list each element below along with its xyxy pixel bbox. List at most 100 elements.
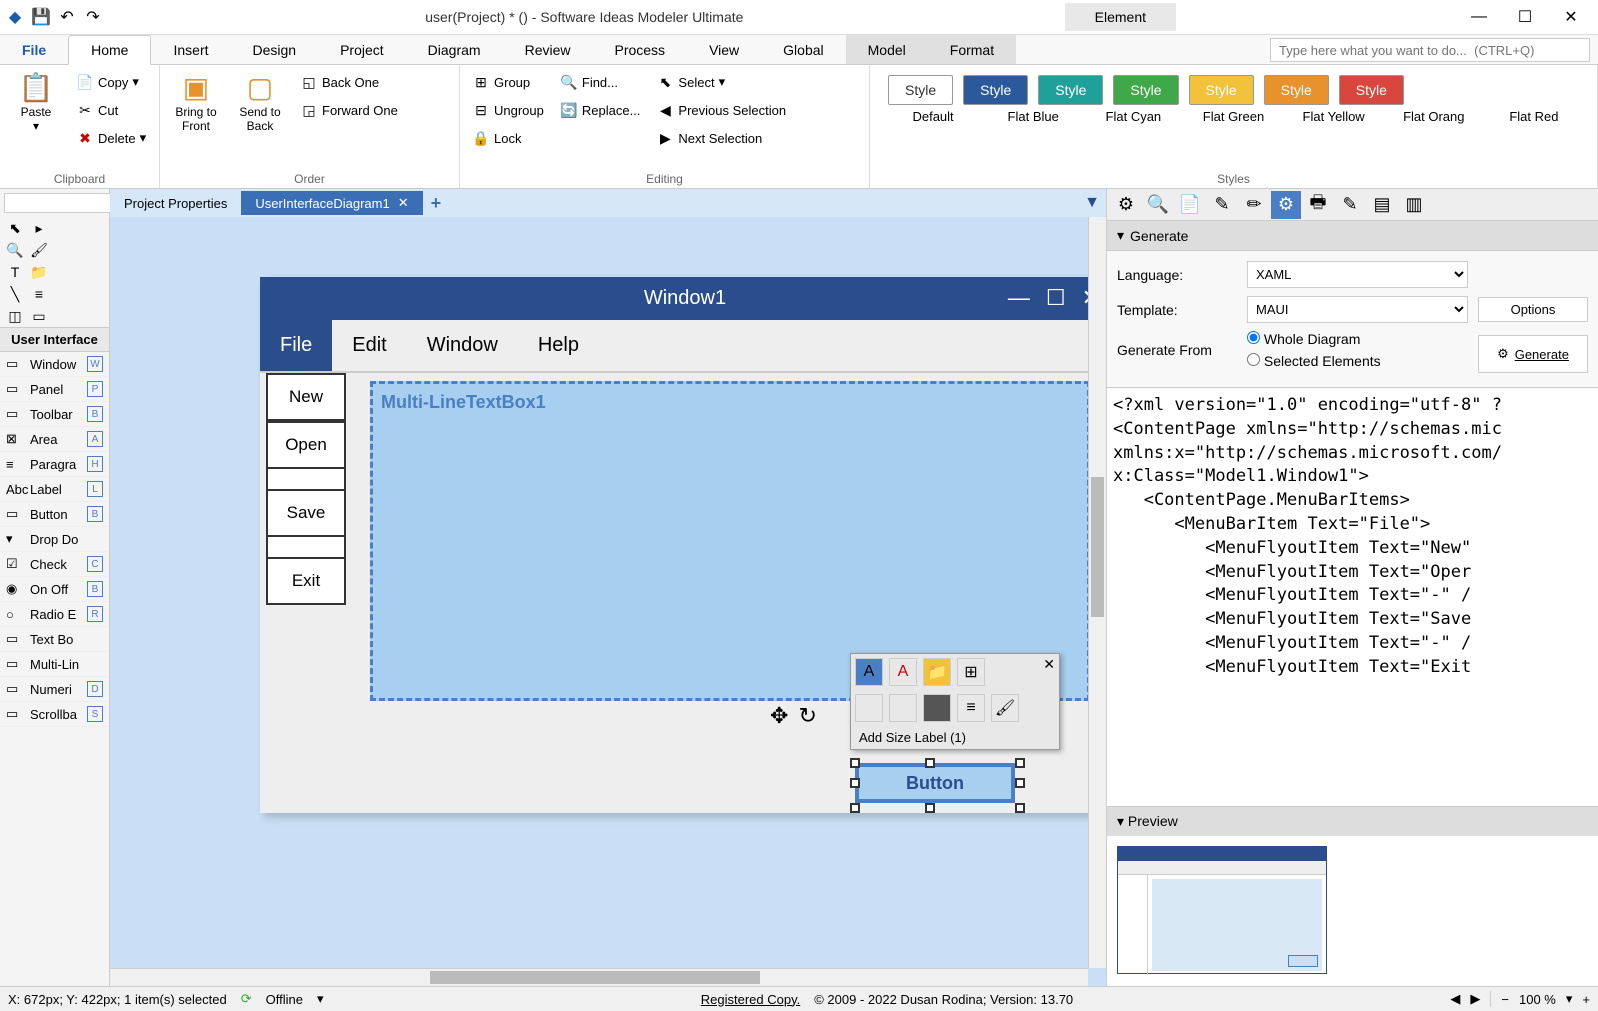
- vscroll-thumb[interactable]: [1091, 477, 1104, 617]
- context-tab-element[interactable]: Element: [1065, 3, 1176, 31]
- triangle-icon[interactable]: ▸: [30, 219, 48, 237]
- tab-design[interactable]: Design: [231, 35, 319, 64]
- rp-tool-7[interactable]: 🖶: [1303, 191, 1333, 219]
- copy-button[interactable]: 📄Copy▾: [72, 69, 150, 95]
- float-tool-9[interactable]: 🖌: [991, 694, 1019, 722]
- tab-format[interactable]: Format: [928, 35, 1016, 64]
- status-registered[interactable]: Registered Copy.: [701, 992, 800, 1007]
- float-tool-4[interactable]: ⊞: [957, 658, 985, 686]
- toolbox-item-radio e[interactable]: ○Radio ER: [0, 602, 109, 627]
- text-icon[interactable]: T: [6, 263, 24, 281]
- resize-handle[interactable]: [850, 803, 860, 813]
- bring-front-button[interactable]: ▣Bring to Front: [168, 69, 224, 133]
- rp-tool-3[interactable]: 📄: [1175, 191, 1205, 219]
- float-close-icon[interactable]: ✕: [1043, 656, 1055, 673]
- float-tool-6[interactable]: [889, 694, 917, 722]
- tab-project[interactable]: Project: [318, 35, 406, 64]
- zoom-icon[interactable]: 🔍: [6, 241, 24, 259]
- maximize-icon[interactable]: ☐: [1502, 2, 1548, 32]
- ungroup-button[interactable]: ⊟Ungroup: [468, 97, 548, 123]
- tab-diagram-active[interactable]: UserInterfaceDiagram1✕: [241, 191, 422, 215]
- collapse-icon[interactable]: ▾: [1117, 813, 1128, 829]
- template-select[interactable]: MAUI: [1247, 296, 1468, 323]
- cut-button[interactable]: ✂Cut: [72, 97, 150, 123]
- style-swatch-flat-orang[interactable]: Style: [1264, 75, 1329, 105]
- move-handle-icons[interactable]: ✥↻: [770, 703, 817, 729]
- list-icon[interactable]: ≡: [30, 285, 48, 303]
- canvas-vscroll[interactable]: [1088, 217, 1106, 968]
- dropdown-icon[interactable]: ▾: [33, 119, 39, 133]
- tab-review[interactable]: Review: [503, 35, 593, 64]
- resize-handle[interactable]: [1015, 778, 1025, 788]
- float-tool-7[interactable]: [923, 694, 951, 722]
- next-selection-button[interactable]: ▶Next Selection: [652, 125, 790, 151]
- rect-icon[interactable]: ▭: [30, 307, 48, 325]
- forward-one-button[interactable]: ◲Forward One: [296, 97, 402, 123]
- float-tool-5[interactable]: [855, 694, 883, 722]
- toolbox-item-button[interactable]: ▭ButtonB: [0, 502, 109, 527]
- resize-handle[interactable]: [925, 758, 935, 768]
- rp-tool-10[interactable]: ▥: [1399, 191, 1429, 219]
- rp-tool-8[interactable]: ✎: [1335, 191, 1365, 219]
- toolbox-item-on off[interactable]: ◉On OffB: [0, 577, 109, 602]
- redo-icon[interactable]: ↷: [82, 6, 104, 28]
- tab-file[interactable]: File: [0, 35, 68, 64]
- toolbox-item-multi-lin[interactable]: ▭Multi-Lin: [0, 652, 109, 677]
- rp-tool-5[interactable]: ✏: [1239, 191, 1269, 219]
- resize-handle[interactable]: [1015, 803, 1025, 813]
- resize-handle[interactable]: [1015, 758, 1025, 768]
- float-tool-3[interactable]: 📁: [923, 658, 951, 686]
- toolbox-item-label[interactable]: AbcLabelL: [0, 477, 109, 502]
- resize-handle[interactable]: [850, 758, 860, 768]
- replace-button[interactable]: 🔄Replace...: [556, 97, 645, 123]
- close-icon[interactable]: ✕: [1548, 2, 1594, 32]
- rp-tool-generate[interactable]: ⚙: [1271, 191, 1301, 219]
- float-tool-8[interactable]: ≡: [957, 694, 985, 722]
- toolbox-item-panel[interactable]: ▭PanelP: [0, 377, 109, 402]
- tab-process[interactable]: Process: [592, 35, 687, 64]
- toolbox-item-area[interactable]: ⊠AreaA: [0, 427, 109, 452]
- zoom-out-icon[interactable]: −: [1501, 992, 1509, 1007]
- rp-tool-2[interactable]: 🔍: [1143, 191, 1173, 219]
- select-button[interactable]: ⬉Select▾: [652, 69, 790, 95]
- float-tool-1[interactable]: A: [855, 658, 883, 686]
- canvas-hscroll[interactable]: [110, 968, 1088, 986]
- toolbox-item-drop do[interactable]: ▾Drop Do: [0, 527, 109, 552]
- floating-toolbar[interactable]: ✕ A A 📁 ⊞ ≡ 🖌: [850, 653, 1060, 750]
- toolbox-item-check[interactable]: ☑CheckC: [0, 552, 109, 577]
- tab-close-icon[interactable]: ✕: [398, 195, 409, 211]
- back-one-button[interactable]: ◱Back One: [296, 69, 402, 95]
- tab-project-properties[interactable]: Project Properties: [110, 192, 241, 215]
- command-search[interactable]: [1270, 38, 1590, 62]
- generate-button[interactable]: ⚙Generate: [1478, 335, 1588, 373]
- generated-code[interactable]: <?xml version="1.0" encoding="utf-8" ? <…: [1107, 387, 1598, 806]
- rp-tool-4[interactable]: ✎: [1207, 191, 1237, 219]
- zoom-in-icon[interactable]: +: [1582, 992, 1590, 1007]
- tab-insert[interactable]: Insert: [151, 35, 230, 64]
- design-canvas[interactable]: Window1 — ☐ ✕ FileEditWindowHelp NewOpen…: [110, 217, 1088, 968]
- save-icon[interactable]: 💾: [30, 6, 52, 28]
- float-tool-2[interactable]: A: [889, 658, 917, 686]
- rotate-icon[interactable]: ↻: [798, 703, 816, 729]
- undo-icon[interactable]: ↶: [56, 6, 78, 28]
- language-select[interactable]: XAML: [1247, 261, 1468, 288]
- radio-whole[interactable]: Whole Diagram: [1247, 331, 1468, 347]
- zoom-dropdown-icon[interactable]: ▾: [1566, 991, 1573, 1007]
- toolbox-item-text bo[interactable]: ▭Text Bo: [0, 627, 109, 652]
- resize-handle[interactable]: [850, 778, 860, 788]
- move-icon[interactable]: ✥: [770, 703, 788, 729]
- tab-view[interactable]: View: [687, 35, 761, 64]
- style-swatch-flat-blue[interactable]: Style: [963, 75, 1028, 105]
- delete-button[interactable]: ✖Delete▾: [72, 125, 150, 151]
- tab-add-icon[interactable]: +: [423, 193, 450, 214]
- folder-icon[interactable]: 📁: [30, 263, 48, 281]
- resize-handle[interactable]: [925, 803, 935, 813]
- style-swatch-flat-red[interactable]: Style: [1339, 75, 1404, 105]
- sync-icon[interactable]: ⟳: [241, 991, 252, 1007]
- tab-model[interactable]: Model: [846, 35, 928, 64]
- shape-icon[interactable]: ◫: [6, 307, 24, 325]
- collapse-tabs-icon[interactable]: ▼: [1078, 194, 1106, 212]
- options-button[interactable]: Options: [1478, 297, 1588, 322]
- mockup-window[interactable]: Window1 — ☐ ✕ FileEditWindowHelp NewOpen…: [260, 277, 1088, 813]
- collapse-icon[interactable]: ▾: [1117, 227, 1124, 244]
